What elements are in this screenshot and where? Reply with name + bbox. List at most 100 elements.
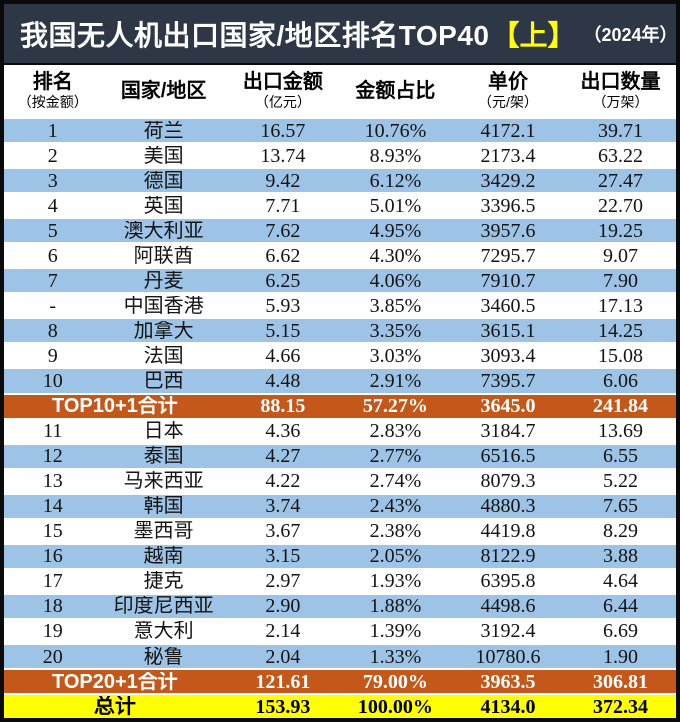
row-label: TOP10+1合计 — [51, 396, 178, 417]
qty-cell: 6.69 — [603, 621, 639, 642]
rank-cell: 20 — [42, 646, 63, 667]
amount-cell: 4.36 — [265, 421, 301, 442]
price-cell: 3429.2 — [480, 170, 536, 191]
share-cell: 4.95% — [369, 220, 422, 241]
price-cell: 4419.8 — [480, 521, 536, 542]
qty-cell: 4.64 — [603, 571, 639, 592]
amount-cell: 2.14 — [265, 621, 301, 642]
rank-cell: 19 — [42, 621, 63, 642]
price-cell: 10780.6 — [475, 646, 541, 667]
rank-cell: - — [49, 295, 57, 316]
table-row: 8 加拿大 5.15 3.35% 3615.1 14.25 — [4, 317, 676, 343]
qty-cell: 7.90 — [603, 270, 639, 291]
col-header-label: 国家/地区 — [120, 79, 207, 102]
table-row: 10 巴西 4.48 2.91% 7395.7 6.06 — [4, 367, 676, 393]
amount-cell: 5.93 — [265, 295, 301, 316]
share-cell: 1.93% — [369, 571, 422, 592]
col-header-sub: （亿元） — [254, 94, 311, 111]
rank-cell: 5 — [47, 220, 58, 241]
col-header-sub: （按金额） — [17, 94, 88, 111]
qty-cell: 241.84 — [593, 396, 649, 417]
country-cell: 马来西亚 — [123, 471, 204, 492]
amount-cell: 5.15 — [265, 320, 301, 341]
price-cell: 3184.7 — [480, 421, 536, 442]
country-cell: 中国香港 — [123, 295, 204, 316]
share-cell: 6.12% — [369, 170, 422, 191]
country-cell: 韩国 — [143, 496, 184, 517]
share-cell: 79.00% — [362, 671, 428, 692]
share-cell: 2.91% — [369, 370, 422, 391]
price-cell: 6395.8 — [480, 571, 536, 592]
amount-cell: 6.25 — [265, 270, 301, 291]
qty-cell: 63.22 — [598, 145, 644, 166]
share-cell: 1.33% — [369, 646, 422, 667]
price-cell: 7295.7 — [480, 245, 536, 266]
share-cell: 2.05% — [369, 546, 422, 567]
country-cell: 澳大利亚 — [123, 220, 204, 241]
price-cell: 3957.6 — [480, 220, 536, 241]
amount-cell: 13.74 — [260, 145, 306, 166]
price-cell: 6516.5 — [480, 446, 536, 467]
summary-row: TOP10+1合计 88.15 57.27% 3645.0 241.84 — [4, 392, 676, 418]
col-header-sub: （万架） — [592, 94, 649, 111]
row-label: TOP20+1合计 — [51, 671, 178, 692]
table-row: 9 法国 4.66 3.03% 3093.4 15.08 — [4, 342, 676, 368]
amount-cell: 3.74 — [265, 496, 301, 517]
col-header-rank: 排名 （按金额） — [4, 65, 101, 117]
table-row: 11 日本 4.36 2.83% 3184.7 13.69 — [4, 417, 676, 443]
price-cell: 3396.5 — [480, 195, 536, 216]
amount-cell: 4.48 — [265, 370, 301, 391]
share-cell: 3.03% — [369, 345, 422, 366]
price-cell: 3192.4 — [480, 621, 536, 642]
amount-cell: 7.71 — [265, 195, 301, 216]
qty-cell: 5.22 — [603, 471, 639, 492]
amount-cell: 4.27 — [265, 446, 301, 467]
country-cell: 巴西 — [143, 370, 184, 391]
table-row: 1 荷兰 16.57 10.76% 4172.1 39.71 — [4, 117, 676, 143]
page-title: 我国无人机出口国家/地区排名TOP40 — [20, 19, 490, 51]
rank-cell: 8 — [47, 320, 58, 341]
qty-cell: 6.44 — [603, 596, 639, 617]
amount-cell: 88.15 — [260, 396, 306, 417]
table-row: 6 阿联酋 6.62 4.30% 7295.7 9.07 — [4, 242, 676, 268]
col-header-sub: （元/架） — [478, 94, 538, 111]
price-cell: 4134.0 — [480, 696, 536, 717]
price-cell: 8079.3 — [480, 471, 536, 492]
rank-cell: 13 — [42, 471, 63, 492]
amount-cell: 3.15 — [265, 546, 301, 567]
amount-cell: 16.57 — [260, 120, 306, 141]
price-cell: 3093.4 — [480, 345, 536, 366]
qty-cell: 7.65 — [603, 496, 639, 517]
qty-cell: 3.88 — [603, 546, 639, 567]
amount-cell: 7.62 — [265, 220, 301, 241]
share-cell: 1.88% — [369, 596, 422, 617]
qty-cell: 6.55 — [603, 446, 639, 467]
share-cell: 3.85% — [369, 295, 422, 316]
title-bar: 我国无人机出口国家/地区排名TOP40 【上】 （2024年） — [4, 4, 676, 65]
table-row: 5 澳大利亚 7.62 4.95% 3957.6 19.25 — [4, 217, 676, 243]
country-cell: 墨西哥 — [133, 521, 194, 542]
col-header-label: 单价 — [487, 71, 528, 94]
col-header-qty: 出口数量 （万架） — [565, 65, 676, 117]
price-cell: 7910.7 — [480, 270, 536, 291]
table-row: 12 泰国 4.27 2.77% 6516.5 6.55 — [4, 442, 676, 468]
col-header-amount: 出口金额 （亿元） — [226, 65, 340, 117]
country-cell: 德国 — [143, 170, 184, 191]
col-header-share: 金额占比 — [340, 65, 451, 117]
table-row: 20 秘鲁 2.04 1.33% 10780.6 1.90 — [4, 642, 676, 669]
rank-cell: 16 — [42, 546, 63, 567]
table-row: 19 意大利 2.14 1.39% 3192.4 6.69 — [4, 617, 676, 643]
country-cell: 丹麦 — [143, 270, 184, 291]
qty-cell: 6.06 — [603, 370, 639, 391]
share-cell: 100.00% — [357, 696, 433, 717]
qty-cell: 27.47 — [598, 170, 644, 191]
table-row: 4 英国 7.71 5.01% 3396.5 22.70 — [4, 192, 676, 218]
col-header-price: 单价 （元/架） — [451, 65, 565, 117]
country-cell: 泰国 — [143, 446, 184, 467]
table-row: 13 马来西亚 4.22 2.74% 8079.3 5.22 — [4, 467, 676, 493]
qty-cell: 13.69 — [598, 421, 644, 442]
share-cell: 2.74% — [369, 471, 422, 492]
share-cell: 4.30% — [369, 245, 422, 266]
title-year: （2024年） — [583, 24, 678, 45]
